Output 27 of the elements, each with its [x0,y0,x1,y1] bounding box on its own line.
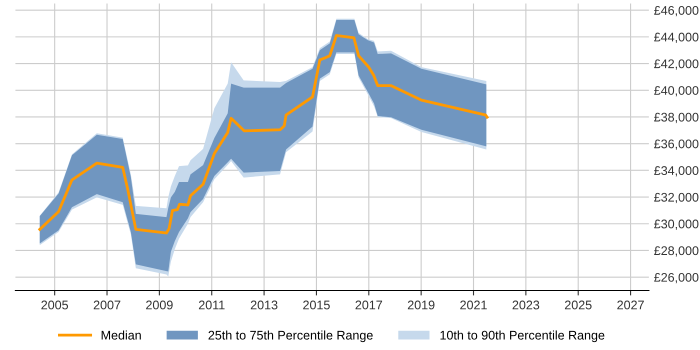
y-tick-label: £42,000 [654,59,698,70]
line-series [38,34,489,234]
legend-label: Median [102,330,141,340]
x-tick-label: 2019 [408,300,434,310]
x-tick-label: 2027 [617,300,644,310]
y-tick-label: £32,000 [654,192,698,204]
y-tick-label: £40,000 [654,86,698,96]
y-tick-label: £44,000 [654,32,698,43]
x-tick-label: 2011 [198,300,225,310]
y-tick-label: £26,000 [654,272,698,284]
x-tick-label: 2007 [94,300,120,310]
x-tick-label: 2025 [564,300,592,310]
x-tick-label: 2013 [250,300,278,310]
y-tick-label: £46,000 [654,6,698,16]
y-tick-label: £34,000 [654,166,698,176]
x-tick-label: 2015 [303,300,330,310]
y-tick-label: £28,000 [654,246,698,257]
y-tick-label: £38,000 [654,112,698,124]
x-tick-label: 2017 [356,300,382,310]
x-tick-label: 2005 [41,300,68,310]
y-tick-label: £30,000 [654,220,698,230]
x-tick-label: 2023 [512,300,540,310]
x-tick-label: 2021 [460,300,487,310]
legend-label: 25th to 75th Percentile Range [208,330,373,342]
x-tick-label: 2009 [146,300,173,310]
y-tick-label: £36,000 [654,139,698,150]
legend-label: 10th to 90th Percentile Range [440,330,604,342]
